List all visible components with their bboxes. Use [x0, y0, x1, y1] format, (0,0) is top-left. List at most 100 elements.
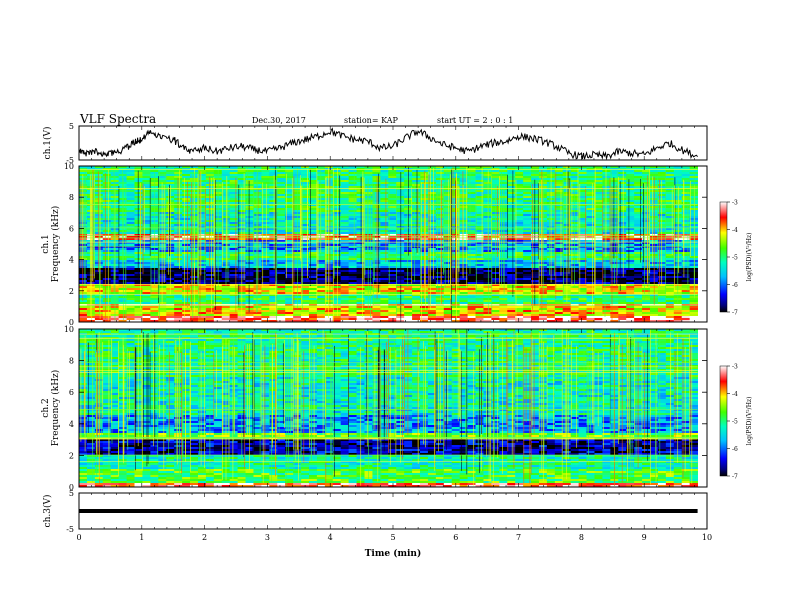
ch1-spectrogram-cell: [515, 244, 524, 247]
ch1-spectrogram-cell: [134, 270, 143, 273]
ch1-spectrogram-cell: [332, 270, 342, 273]
ch1-spectrogram-cell: [602, 266, 611, 269]
ch1-spectrogram-cell: [158, 222, 167, 225]
ch1-spectrogram-cell: [134, 272, 143, 275]
ch1-spectrogram-cell: [459, 204, 468, 207]
ch1-spectrogram-cell: [118, 182, 127, 185]
ch1-spectrogram-cell: [118, 244, 127, 247]
ch1-spectrogram-cell: [364, 258, 373, 261]
ch1-spectrogram-cell: [285, 212, 294, 215]
ch1-spectrogram-cell: [618, 190, 627, 193]
ch1-spectrogram-cell: [86, 274, 96, 277]
ch1-spectrogram-cell: [681, 232, 691, 235]
ch1-spectrogram-cell: [681, 190, 691, 193]
ch1-spectrogram-cell: [507, 220, 516, 223]
ch1-spectrogram-cell: [642, 282, 651, 285]
ch1-spectrogram-cell: [626, 240, 635, 243]
ch1-spectrogram-cell: [483, 228, 492, 231]
ch1-spectrogram-cell: [634, 230, 643, 233]
ch1-spectrogram-cell: [134, 174, 143, 177]
ch1-spectrogram-cell: [332, 218, 342, 221]
ch1-spectrogram-cell: [245, 284, 254, 287]
ch1-spectrogram-cell: [102, 236, 112, 239]
ch1-spectrogram-cell: [665, 258, 675, 261]
ch1-spectrogram-cell: [443, 264, 453, 267]
ch1-spectrogram-cell: [364, 268, 373, 271]
ch1-spectrogram-cell: [348, 200, 357, 203]
ch1-spectrogram-cell: [102, 258, 112, 261]
ch1-spectrogram-cell: [657, 238, 667, 241]
ch1-spectrogram-cell: [356, 236, 365, 239]
ch1-spectrogram-cell: [340, 282, 350, 285]
ch1-spectrogram-cell: [689, 232, 698, 235]
ch1-spectrogram-cell: [594, 262, 603, 265]
ch1-spectrogram-cell: [435, 218, 445, 221]
ch1-spectrogram-cell: [634, 232, 643, 235]
ch1-spectrogram-cell: [142, 240, 151, 243]
ch1-spectrogram-cell: [475, 182, 484, 185]
ch1-spectrogram-cell: [626, 202, 635, 205]
ch1-spectrogram-cell: [412, 182, 421, 185]
ch1-spectrogram-cell: [531, 210, 540, 213]
ch1-spectrogram-cell: [642, 206, 651, 209]
ch1-spectrogram-cell: [364, 274, 373, 277]
ch1-spectrogram-cell: [380, 224, 389, 227]
ch1-spectrogram-cell: [126, 260, 135, 263]
ch1-spectrogram-cell: [126, 288, 135, 291]
ch1-spectrogram-cell: [332, 212, 342, 215]
ch1-spectrogram-cell: [301, 192, 310, 195]
ch1-spectrogram-cell: [102, 180, 112, 183]
ch1-spectrogram-cell: [364, 206, 373, 209]
ch1-spectrogram-cell: [650, 166, 659, 169]
ch1-spectrogram-cell: [681, 284, 691, 287]
ch1-spectrogram-cell: [642, 276, 651, 279]
ch1-spectrogram-cell: [515, 266, 524, 269]
ch1-spectrogram-cell: [435, 254, 445, 257]
ch1-spectrogram-cell: [657, 246, 667, 249]
ch1-spectrogram-cell: [79, 218, 88, 221]
ch1-spectrogram-cell: [277, 176, 286, 179]
ch1-spectrogram-cell: [435, 200, 445, 203]
ch1-spectrogram-cell: [269, 272, 278, 275]
ch1-spectrogram-cell: [372, 198, 381, 201]
ch1-spectrogram-cell: [324, 248, 334, 251]
ch1-spectrogram-cell: [308, 222, 318, 225]
ch1-spectrogram-cell: [626, 176, 635, 179]
ch1-spectrogram-cell: [586, 184, 595, 187]
ch1-spectrogram-cell: [380, 272, 389, 275]
ch1-spectrogram-cell: [665, 170, 675, 173]
ch1-spectrogram-cell: [348, 206, 357, 209]
ch1-spectrogram-cell: [308, 244, 318, 247]
ch1-spectrogram-cell: [459, 206, 468, 209]
ch1-spectrogram-cell: [531, 192, 540, 195]
ch1-spectrogram-cell: [626, 288, 635, 291]
ch1-spectrogram-cell: [427, 262, 437, 265]
ch1-spectrogram-cell: [118, 272, 127, 275]
ch1-spectrogram-cell: [388, 188, 397, 191]
ch1-spectrogram-cell: [467, 220, 476, 223]
ch1-spectrogram-cell: [94, 270, 104, 273]
ch1-spectrogram-cell: [308, 250, 318, 253]
ch1-spectrogram-cell: [586, 236, 595, 239]
ch1-spectrogram-cell: [665, 190, 675, 193]
ch1-spectrogram-cell: [340, 192, 350, 195]
ch1-spectrogram-cell: [269, 220, 278, 223]
ch1-spectrogram-cell: [689, 280, 698, 283]
ch1-spectrogram-cell: [126, 268, 135, 271]
ch1-spectrogram-cell: [134, 246, 143, 249]
ch1-spectrogram-cell: [94, 280, 104, 283]
ch1-spectrogram-cell: [301, 214, 310, 217]
ch1-spectrogram-cell: [618, 232, 627, 235]
ch1-spectrogram-cell: [443, 202, 453, 205]
ch1-spectrogram-cell: [578, 226, 587, 229]
ch1-spectrogram-cell: [102, 220, 112, 223]
ch1-spectrogram-cell: [618, 284, 627, 287]
ch1-spectrogram-cell: [642, 284, 651, 287]
ch1-spectrogram-cell: [602, 210, 611, 213]
ch1-spectrogram-cell: [443, 284, 453, 287]
ch1-spectrogram-cell: [634, 204, 643, 207]
ch1-spectrogram-cell: [364, 178, 373, 181]
ch1-spectrogram-cell: [570, 246, 580, 249]
ch1-spectrogram-cell: [586, 274, 595, 277]
ch1-spectrogram-cell: [269, 288, 278, 291]
